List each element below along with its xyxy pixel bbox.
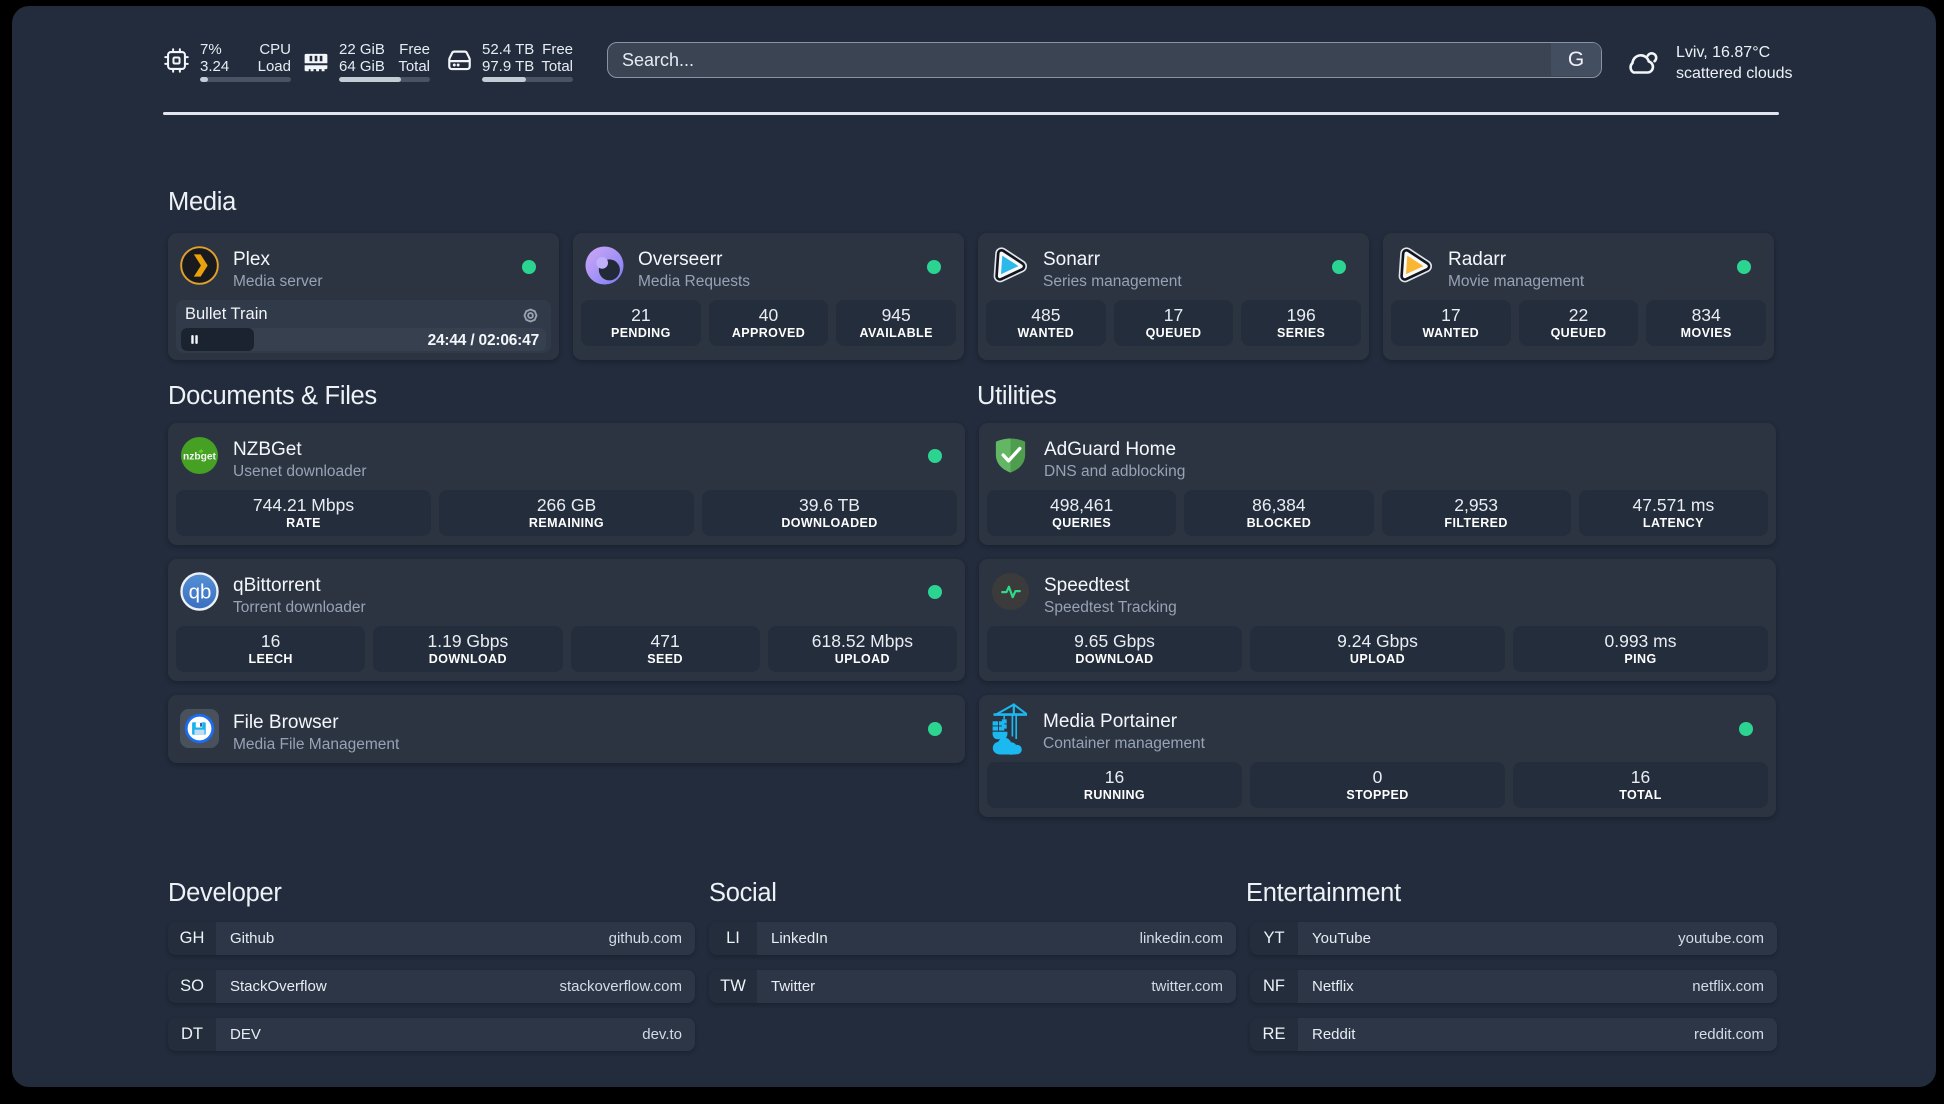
svg-text:nzbget: nzbget: [183, 451, 217, 462]
svg-text:qb: qb: [189, 580, 212, 603]
